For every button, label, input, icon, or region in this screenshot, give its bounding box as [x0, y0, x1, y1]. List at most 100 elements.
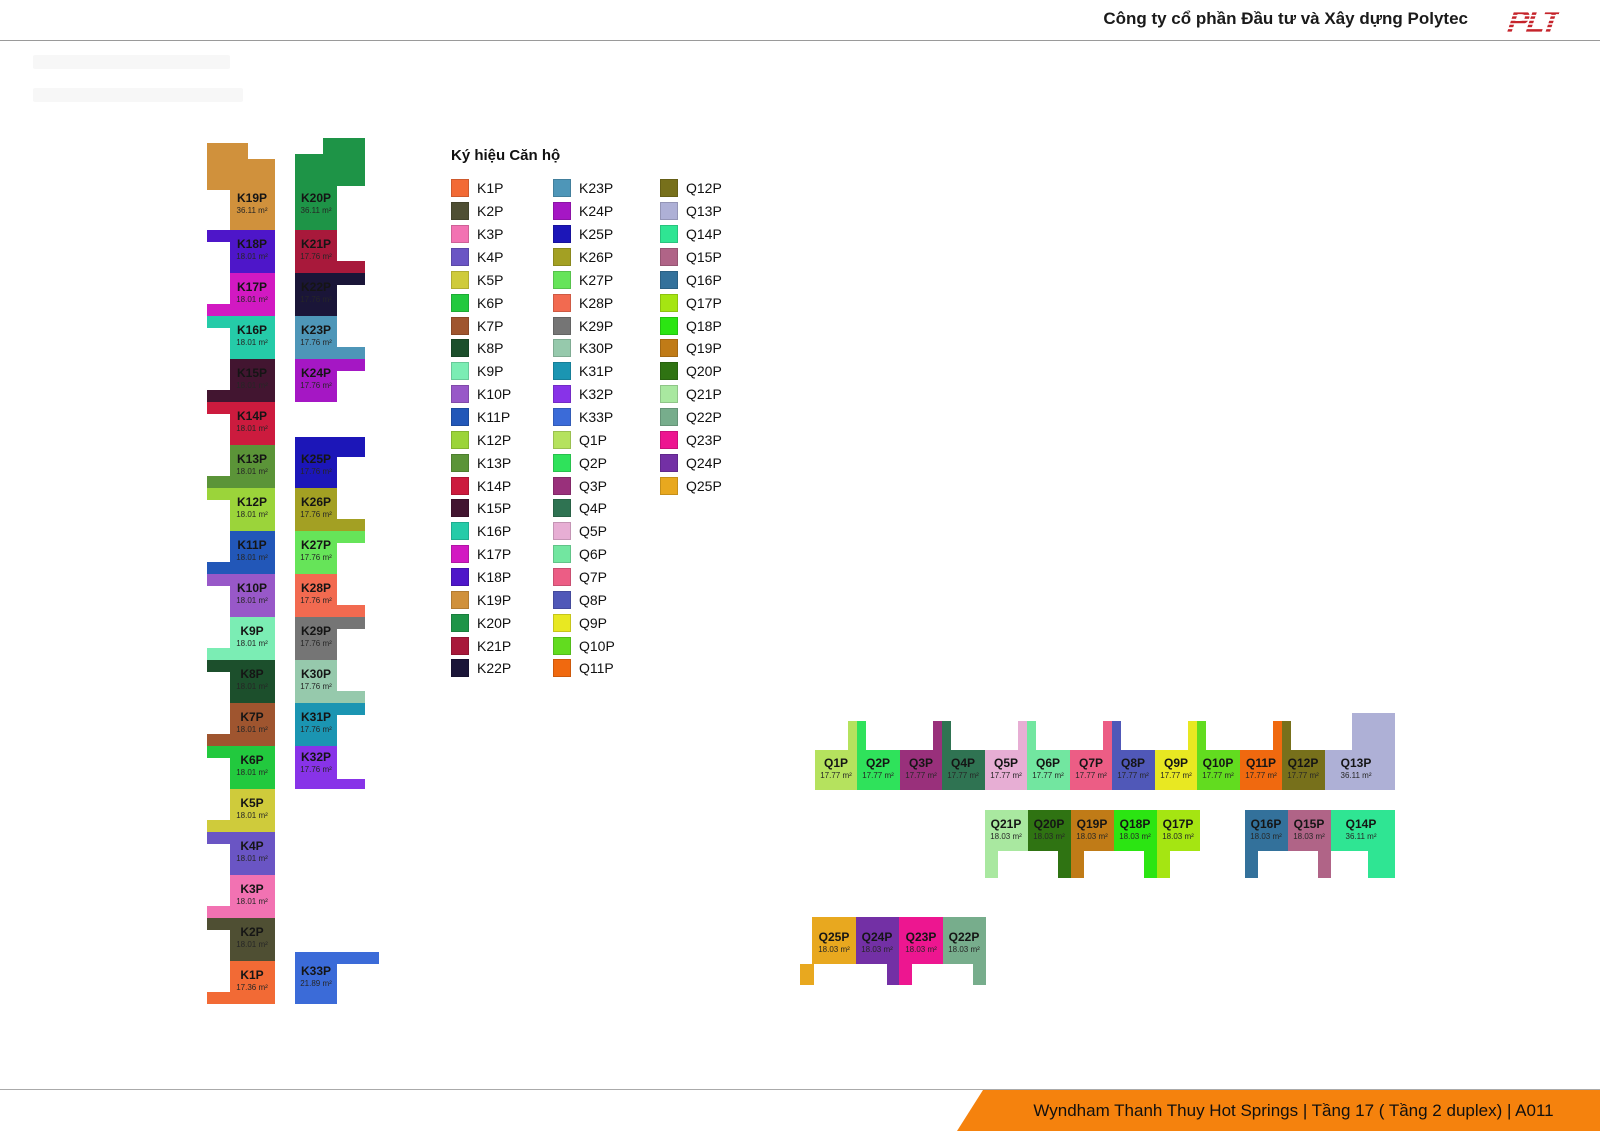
unit-K2P-label[interactable]: K2P 18.01 m²: [220, 926, 284, 949]
unit-Q4P-label[interactable]: Q4P 17.77 m²: [931, 757, 995, 780]
unit-K21P-label[interactable]: K21P 17.76 m²: [284, 238, 348, 261]
unit-K30P[interactable]: [295, 660, 337, 703]
unit-K11P[interactable]: [230, 531, 275, 574]
unit-K27P-label[interactable]: K27P 17.76 m²: [284, 539, 348, 562]
unit-Q16P-label[interactable]: Q16P 18.03 m²: [1234, 818, 1298, 841]
unit-Q15P-label[interactable]: Q15P 18.03 m²: [1277, 818, 1341, 841]
unit-Q25P[interactable]: [812, 917, 856, 964]
unit-K19P[interactable]: [230, 190, 275, 230]
unit-K23P-label[interactable]: K23P 17.76 m²: [284, 324, 348, 347]
unit-Q23P[interactable]: [899, 917, 943, 964]
unit-Q1P-label[interactable]: Q1P 17.77 m²: [804, 757, 868, 780]
unit-Q17P[interactable]: [1157, 810, 1200, 851]
unit-K8P[interactable]: [230, 660, 275, 703]
unit-Q16P[interactable]: [1245, 810, 1288, 851]
unit-K29P-label[interactable]: K29P 17.76 m²: [284, 625, 348, 648]
unit-K14P[interactable]: [230, 402, 275, 445]
unit-K17P-label[interactable]: K17P 18.01 m²: [220, 281, 284, 304]
unit-K24P-label[interactable]: K24P 17.76 m²: [284, 367, 348, 390]
unit-K1P[interactable]: [230, 961, 275, 1004]
unit-Q23P-label[interactable]: Q23P 18.03 m²: [889, 931, 953, 954]
unit-K27P[interactable]: [295, 531, 337, 574]
unit-Q21P-label[interactable]: Q21P 18.03 m²: [974, 818, 1038, 841]
unit-K14P-label[interactable]: K14P 18.01 m²: [220, 410, 284, 433]
unit-K6P-label[interactable]: K6P 18.01 m²: [220, 754, 284, 777]
unit-K12P-label[interactable]: K12P 18.01 m²: [220, 496, 284, 519]
unit-Q24P-label[interactable]: Q24P 18.03 m²: [845, 931, 909, 954]
unit-K15P[interactable]: [230, 359, 275, 402]
unit-K24P[interactable]: [295, 359, 337, 402]
unit-K4P[interactable]: [230, 832, 275, 875]
unit-Q25P-label[interactable]: Q25P 18.03 m²: [802, 931, 866, 954]
unit-Q20P[interactable]: [1028, 810, 1071, 851]
unit-Q9P[interactable]: [1155, 750, 1197, 790]
unit-K13P[interactable]: [230, 445, 275, 488]
unit-K32P[interactable]: [295, 746, 337, 779]
unit-K2P[interactable]: [230, 918, 275, 961]
unit-K3P-label[interactable]: K3P 18.01 m²: [220, 883, 284, 906]
unit-K32P-label[interactable]: K32P 17.76 m²: [284, 751, 348, 774]
unit-K23P[interactable]: [295, 316, 337, 359]
unit-K9P-label[interactable]: K9P 18.01 m²: [220, 625, 284, 648]
unit-Q20P-label[interactable]: Q20P 18.03 m²: [1017, 818, 1081, 841]
unit-K13P-label[interactable]: K13P 18.01 m²: [220, 453, 284, 476]
unit-Q4P[interactable]: [942, 750, 985, 790]
unit-K7P-label[interactable]: K7P 18.01 m²: [220, 711, 284, 734]
unit-K20P[interactable]: [295, 186, 337, 230]
unit-K1P-label[interactable]: K1P 17.36 m²: [220, 969, 284, 992]
unit-Q5P[interactable]: [985, 750, 1027, 790]
unit-Q12P-label[interactable]: Q12P 17.77 m²: [1271, 757, 1335, 780]
unit-Q14P[interactable]: [1331, 810, 1395, 851]
unit-K9P[interactable]: [230, 617, 275, 660]
unit-K26P-label[interactable]: K26P 17.76 m²: [284, 496, 348, 519]
unit-Q9P-label[interactable]: Q9P 17.77 m²: [1144, 757, 1208, 780]
unit-Q18P-label[interactable]: Q18P 18.03 m²: [1103, 818, 1167, 841]
unit-K30P-label[interactable]: K30P 17.76 m²: [284, 668, 348, 691]
unit-Q6P-label[interactable]: Q6P 17.77 m²: [1016, 757, 1080, 780]
unit-K5P[interactable]: [230, 789, 275, 832]
unit-K19P-label[interactable]: K19P 36.11 m²: [220, 192, 284, 215]
unit-K33P-label[interactable]: K33P 21.89 m²: [284, 965, 348, 988]
unit-Q10P-label[interactable]: Q10P 17.77 m²: [1186, 757, 1250, 780]
unit-Q18P[interactable]: [1114, 810, 1157, 851]
unit-Q12P[interactable]: [1282, 750, 1325, 790]
unit-Q11P-label[interactable]: Q11P 17.77 m²: [1229, 757, 1293, 780]
unit-K7P[interactable]: [230, 703, 275, 746]
unit-K8P-label[interactable]: K8P 18.01 m²: [220, 668, 284, 691]
unit-Q7P[interactable]: [1070, 750, 1112, 790]
unit-Q8P-label[interactable]: Q8P 17.77 m²: [1101, 757, 1165, 780]
unit-K31P-label[interactable]: K31P 17.76 m²: [284, 711, 348, 734]
unit-K25P-label[interactable]: K25P 17.76 m²: [284, 453, 348, 476]
unit-K18P-label[interactable]: K18P 18.01 m²: [220, 238, 284, 261]
unit-Q19P[interactable]: [1071, 810, 1114, 851]
unit-Q15P[interactable]: [1288, 810, 1331, 851]
unit-K3P[interactable]: [230, 875, 275, 918]
unit-Q10P[interactable]: [1197, 750, 1240, 790]
unit-K17P[interactable]: [230, 273, 275, 316]
unit-K22P[interactable]: [295, 273, 337, 316]
unit-K18P[interactable]: [230, 230, 275, 273]
unit-K20P-label[interactable]: K20P 36.11 m²: [284, 192, 348, 215]
unit-Q21P[interactable]: [985, 810, 1028, 851]
unit-Q8P[interactable]: [1112, 750, 1155, 790]
unit-K25P[interactable]: [295, 446, 337, 488]
unit-Q22P[interactable]: [943, 917, 986, 964]
unit-K16P[interactable]: [230, 316, 275, 359]
unit-K5P-label[interactable]: K5P 18.01 m²: [220, 797, 284, 820]
unit-Q24P[interactable]: [856, 917, 899, 964]
unit-Q19P-label[interactable]: Q19P 18.03 m²: [1060, 818, 1124, 841]
unit-K28P[interactable]: [295, 574, 337, 617]
unit-K29P[interactable]: [295, 617, 337, 660]
unit-Q2P-label[interactable]: Q2P 17.77 m²: [846, 757, 910, 780]
unit-Q13P-label[interactable]: Q13P 36.11 m²: [1324, 757, 1388, 780]
unit-Q14P-label[interactable]: Q14P 36.11 m²: [1329, 818, 1393, 841]
unit-Q2P[interactable]: [857, 750, 900, 790]
unit-K22P-label[interactable]: K22P 17.76 m²: [284, 281, 348, 304]
unit-Q11P[interactable]: [1240, 750, 1282, 790]
unit-Q17P-label[interactable]: Q17P 18.03 m²: [1146, 818, 1210, 841]
unit-K15P-label[interactable]: K15P 18.01 m²: [220, 367, 284, 390]
unit-K10P[interactable]: [230, 574, 275, 617]
unit-K33P[interactable]: [295, 952, 337, 1004]
unit-Q1P[interactable]: [815, 750, 857, 790]
unit-K10P-label[interactable]: K10P 18.01 m²: [220, 582, 284, 605]
